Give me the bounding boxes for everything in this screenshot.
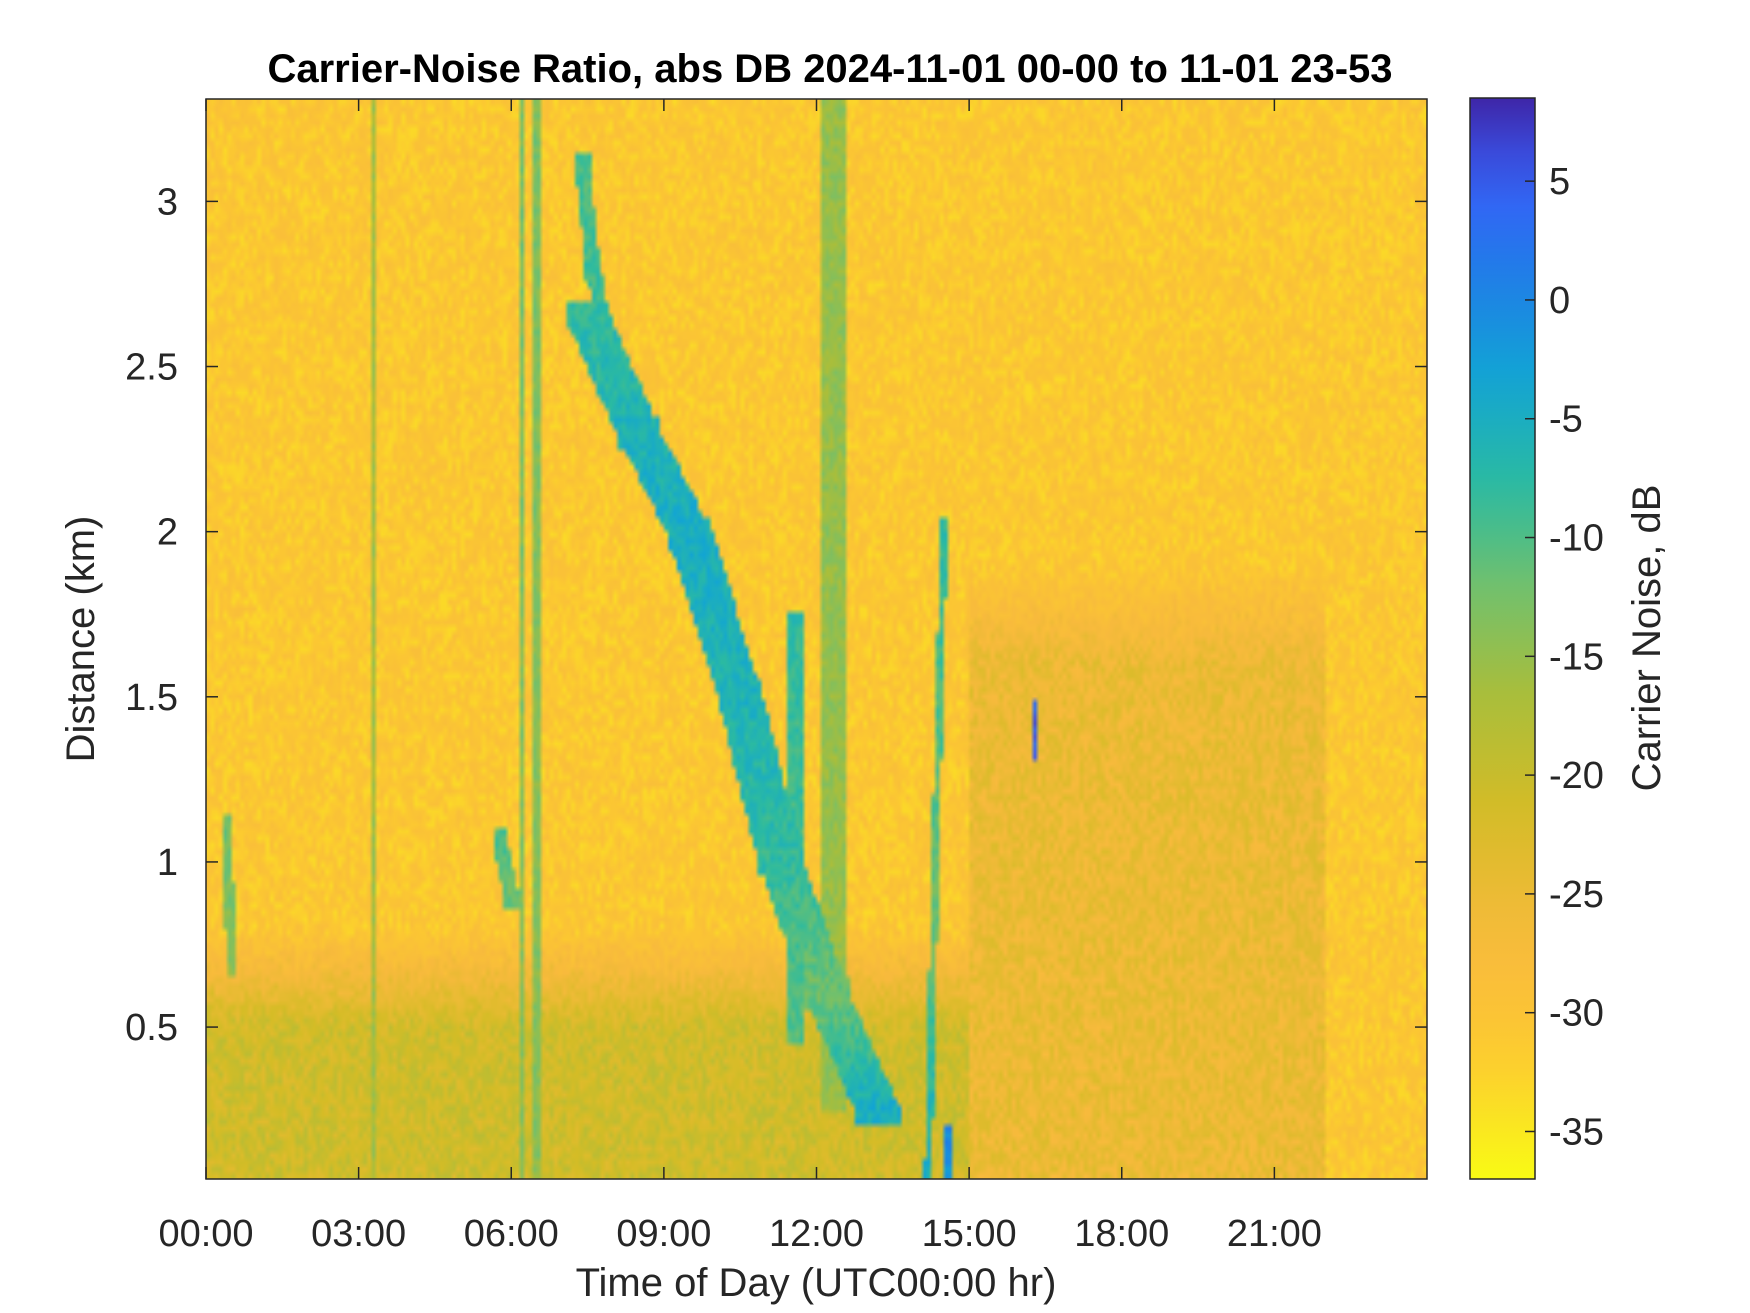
y-tick-label: 2.5	[125, 347, 178, 389]
heatmap-plot-area	[205, 98, 1428, 1180]
colorbar-tick-label: 5	[1549, 161, 1570, 203]
x-tick-label: 06:00	[464, 1213, 559, 1255]
x-tick-label: 00:00	[158, 1213, 253, 1255]
x-tick-label: 18:00	[1074, 1213, 1169, 1255]
y-tick-label: 1	[157, 842, 178, 884]
colorbar-tick-label: -20	[1549, 755, 1604, 797]
x-axis-ticks: 00:00 03:00 06:00 09:00 12:00 15:00 18:00 21:00	[158, 99, 1322, 1255]
x-tick-label: 12:00	[769, 1213, 864, 1255]
chart-title: Carrier-Noise Ratio, abs DB 2024-11-01 0…	[267, 47, 1392, 91]
colorbar-tick-label: -25	[1549, 874, 1604, 916]
x-tick-label: 21:00	[1227, 1213, 1322, 1255]
x-tick-label: 03:00	[311, 1213, 406, 1255]
colorbar-label: Carrier Noise, dB	[1625, 485, 1669, 792]
colorbar: 5 0 -5 -10 -15 -20 -25 -30 -35 Carrier Noise, dB	[1469, 97, 1669, 1180]
y-tick-label: 0.5	[125, 1007, 178, 1049]
colorbar-tick-label: -10	[1549, 518, 1604, 560]
y-axis-label: Distance (km)	[59, 516, 103, 763]
x-tick-label: 09:00	[616, 1213, 711, 1255]
y-tick-label: 1.5	[125, 677, 178, 719]
x-axis-label: Time of Day (UTC00:00 hr)	[576, 1261, 1057, 1305]
colorbar-tick-label: -5	[1549, 399, 1583, 441]
y-tick-label: 2	[157, 512, 178, 554]
y-tick-label: 3	[157, 181, 178, 223]
colorbar-ticks: 5 0 -5 -10 -15 -20 -25 -30 -35	[1525, 161, 1604, 1153]
colorbar-tick-label: -35	[1549, 1111, 1604, 1153]
colorbar-tick-label: -15	[1549, 636, 1604, 678]
x-tick-label: 15:00	[922, 1213, 1017, 1255]
colorbar-tick-label: -30	[1549, 993, 1604, 1035]
y-axis-ticks: 0.5 1 1.5 2 2.5 3	[125, 181, 1427, 1049]
colorbar-gradient	[1469, 97, 1536, 1180]
heatmap-cells	[206, 99, 1427, 1179]
colorbar-tick-label: 0	[1549, 280, 1570, 322]
